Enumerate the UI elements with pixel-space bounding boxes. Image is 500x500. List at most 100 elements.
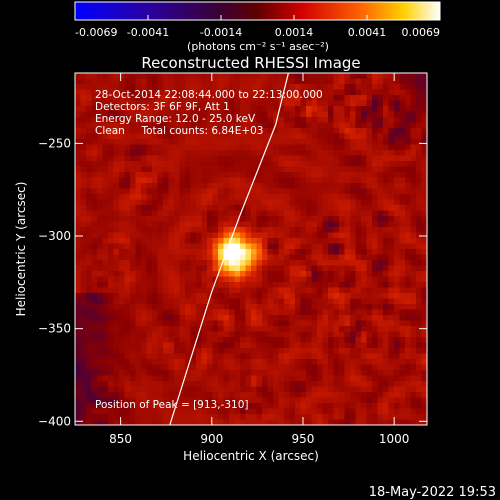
- heatmap-cell: [240, 359, 246, 365]
- heatmap-cell: [80, 199, 87, 206]
- heatmap-cell: [350, 353, 356, 360]
- heatmap-cell: [75, 128, 81, 134]
- heatmap-cell: [130, 359, 136, 365]
- heatmap-cell: [410, 359, 417, 365]
- heatmap-cell: [124, 271, 131, 277]
- heatmap-cell: [152, 95, 158, 101]
- heatmap-cell: [289, 232, 296, 239]
- heatmap-cell: [372, 370, 378, 376]
- heatmap-cell: [300, 381, 307, 387]
- heatmap-cell: [212, 309, 219, 316]
- heatmap-cell: [190, 243, 197, 250]
- heatmap-cell: [377, 353, 384, 360]
- heatmap-cell: [86, 133, 92, 140]
- heatmap-cell: [185, 375, 191, 382]
- heatmap-cell: [289, 106, 296, 112]
- heatmap-cell: [284, 359, 290, 365]
- heatmap-cell: [97, 111, 103, 118]
- heatmap-cell: [416, 221, 422, 228]
- heatmap-cell: [289, 128, 296, 134]
- heatmap-cell: [267, 199, 274, 206]
- heatmap-cell: [289, 188, 296, 195]
- heatmap-cell: [410, 238, 417, 244]
- heatmap-cell: [394, 381, 400, 387]
- heatmap-cell: [179, 205, 186, 211]
- heatmap-cell: [223, 150, 230, 156]
- heatmap-cell: [201, 117, 208, 123]
- heatmap-cell: [102, 117, 109, 123]
- heatmap-cell: [300, 408, 307, 415]
- heatmap-cell: [108, 326, 114, 332]
- heatmap-cell: [361, 249, 367, 255]
- heatmap-cell: [372, 221, 378, 228]
- heatmap-cell: [218, 260, 224, 266]
- heatmap-cell: [355, 84, 362, 90]
- heatmap-cell: [267, 282, 274, 288]
- heatmap-cell: [251, 155, 257, 162]
- heatmap-cell: [157, 188, 164, 195]
- heatmap-cell: [185, 326, 191, 332]
- heatmap-cell: [190, 89, 197, 96]
- heatmap-cell: [322, 392, 329, 398]
- heatmap-cell: [229, 364, 235, 371]
- heatmap-cell: [273, 199, 279, 206]
- heatmap-cell: [399, 397, 406, 404]
- heatmap-cell: [339, 227, 345, 233]
- heatmap-cell: [388, 106, 395, 112]
- heatmap-cell: [405, 353, 411, 360]
- heatmap-cell: [295, 238, 301, 244]
- heatmap-cell: [267, 364, 274, 371]
- heatmap-cell: [141, 414, 147, 420]
- heatmap-cell: [207, 216, 213, 222]
- heatmap-cell: [344, 73, 351, 79]
- heatmap-cell: [124, 265, 131, 272]
- heatmap-cell: [355, 243, 362, 250]
- heatmap-cell: [174, 309, 180, 316]
- heatmap-cell: [344, 232, 351, 239]
- heatmap-cell: [91, 128, 98, 134]
- heatmap-cell: [322, 238, 329, 244]
- heatmap-cell: [399, 293, 406, 299]
- heatmap-cell: [273, 419, 279, 425]
- heatmap-cell: [383, 397, 389, 404]
- heatmap-cell: [179, 133, 186, 140]
- heatmap-cell: [344, 221, 351, 228]
- heatmap-cell: [174, 375, 180, 382]
- heatmap-cell: [152, 282, 158, 288]
- heatmap-cell: [295, 364, 301, 371]
- heatmap-cell: [223, 199, 230, 206]
- heatmap-cell: [80, 309, 87, 316]
- heatmap-cell: [262, 414, 268, 420]
- heatmap-cell: [207, 194, 213, 200]
- heatmap-cell: [168, 172, 175, 178]
- heatmap-cell: [157, 397, 164, 404]
- heatmap-cell: [212, 287, 219, 294]
- heatmap-cell: [234, 265, 241, 272]
- heatmap-cell: [201, 177, 208, 184]
- heatmap-cell: [256, 84, 263, 90]
- heatmap-cell: [234, 78, 241, 85]
- heatmap-cell: [108, 133, 114, 140]
- heatmap-cell: [355, 348, 362, 354]
- heatmap-cell: [152, 100, 158, 107]
- heatmap-cell: [284, 238, 290, 244]
- heatmap-cell: [377, 183, 384, 189]
- heatmap-cell: [284, 78, 290, 85]
- heatmap-cell: [218, 359, 224, 365]
- heatmap-cell: [251, 95, 257, 101]
- heatmap-cell: [394, 282, 400, 288]
- heatmap-cell: [377, 364, 384, 371]
- heatmap-cell: [168, 260, 175, 266]
- heatmap-cell: [168, 89, 175, 96]
- heatmap-cell: [421, 144, 427, 151]
- heatmap-cell: [361, 194, 367, 200]
- heatmap-cell: [262, 353, 268, 360]
- heatmap-cell: [333, 375, 340, 382]
- heatmap-cell: [245, 172, 252, 178]
- heatmap-cell: [240, 337, 246, 343]
- heatmap-cell: [267, 260, 274, 266]
- heatmap-cell: [185, 177, 191, 184]
- heatmap-cell: [267, 315, 274, 321]
- heatmap-cell: [289, 133, 296, 140]
- heatmap-cell: [262, 293, 268, 299]
